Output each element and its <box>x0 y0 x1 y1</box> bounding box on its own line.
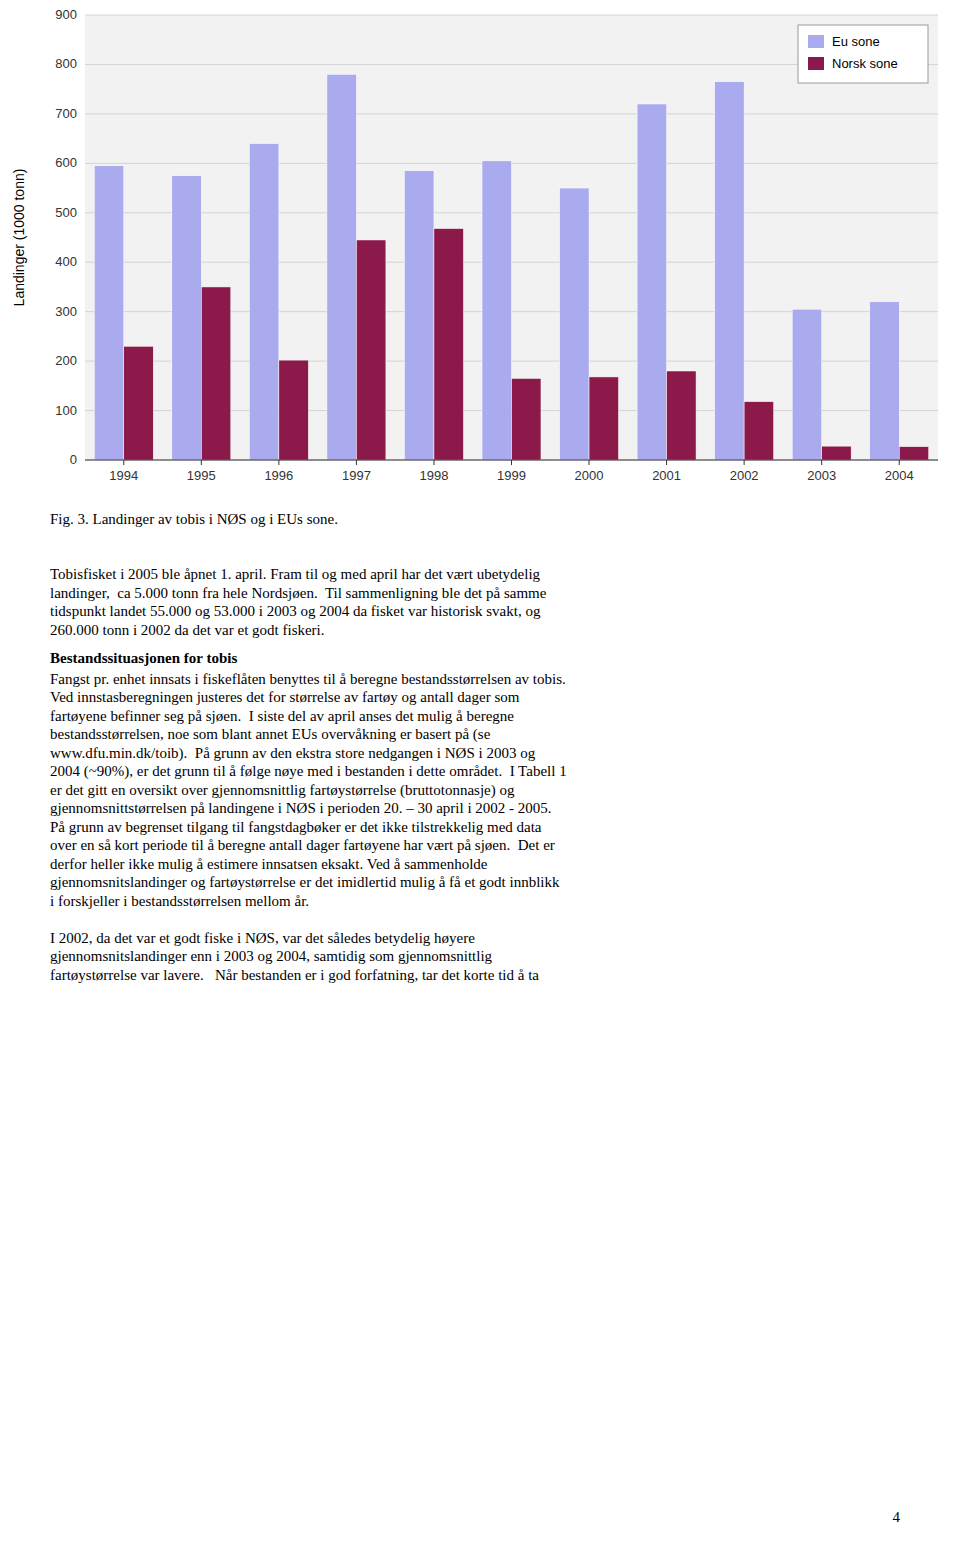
x-tick-label: 1998 <box>419 468 448 483</box>
y-tick-label: 900 <box>55 7 77 22</box>
x-tick <box>666 460 667 465</box>
bar <box>94 166 123 460</box>
bar <box>327 74 356 460</box>
bar <box>249 144 278 460</box>
paragraph-line: i forskjeller i bestandsstørrelsen mello… <box>50 892 309 910</box>
paragraph-line: 2004 (~90%), er det grunn til å følge nø… <box>50 762 567 780</box>
paragraph-line: 260.000 tonn i 2002 da det var et godt f… <box>50 621 325 639</box>
x-tick-label: 1995 <box>187 468 216 483</box>
bar <box>434 229 463 460</box>
y-tick-label: 200 <box>55 353 77 368</box>
y-tick-label: 800 <box>55 56 77 71</box>
x-tick <box>899 460 900 465</box>
paragraph-line: Ved innstasberegningen justeres det for … <box>50 688 519 706</box>
x-tick <box>511 460 512 465</box>
y-tick-label: 600 <box>55 155 77 170</box>
paragraph-line: gjennomsnitslandinger enn i 2003 og 2004… <box>50 947 492 965</box>
bar <box>637 104 666 460</box>
bar <box>356 240 385 460</box>
bar <box>744 402 773 460</box>
x-tick <box>433 460 434 465</box>
chart: 0 100 200 300 400 500 600 700 800 900 1994 1995 1996… <box>0 0 960 500</box>
legend-swatch <box>808 57 824 70</box>
x-tick <box>278 460 279 465</box>
paragraph-line: fartøystørrelse var lavere. Når bestande… <box>50 966 539 984</box>
paragraph-line: Tobisfisket i 2005 ble åpnet 1. april. F… <box>50 565 540 583</box>
bar <box>172 176 201 460</box>
bar <box>792 309 821 460</box>
grid-line <box>85 15 938 16</box>
x-tick-label: 1996 <box>264 468 293 483</box>
x-tick-label: 1997 <box>342 468 371 483</box>
bar <box>899 447 928 460</box>
y-tick-label: 500 <box>55 205 77 220</box>
legend-box <box>798 25 928 83</box>
paragraph-line: er det gitt en oversikt over gjennomsnit… <box>50 781 514 799</box>
x-tick-label: 2003 <box>807 468 836 483</box>
x-tick <box>589 460 590 465</box>
bar <box>589 377 618 460</box>
plot-background <box>85 15 938 460</box>
page-number: 4 <box>893 1508 901 1526</box>
x-tick-label: 2000 <box>575 468 604 483</box>
paragraph-line: landinger, ca 5.000 tonn fra hele Nordsj… <box>50 584 546 602</box>
legend: Eu sone Norsk sone <box>798 25 928 83</box>
paragraph-line: I 2002, da det var et godt fiske i NØS, … <box>50 929 475 947</box>
bar <box>667 371 696 460</box>
paragraph-line: gjennomsnitslandinger og fartøystørrelse… <box>50 873 559 891</box>
bar <box>404 171 433 460</box>
bar <box>512 378 541 460</box>
heading: Bestandssituasjonen for tobis <box>50 649 237 667</box>
paragraph-line: Fangst pr. enhet innsats i fiskeflåten b… <box>50 670 566 688</box>
x-tick <box>201 460 202 465</box>
bar <box>482 161 511 460</box>
paragraph-line: derfor heller ikke mulig å estimere inns… <box>50 855 488 873</box>
bar <box>715 82 744 460</box>
legend-label: Eu sone <box>832 34 880 49</box>
x-tick-label: 2004 <box>885 468 914 483</box>
x-tick-label: 1999 <box>497 468 526 483</box>
x-tick <box>123 460 124 465</box>
paragraph-line: gjennomsnittstørrelsen på landingene i N… <box>50 799 552 817</box>
bar <box>124 346 153 460</box>
paragraph-line: www.dfu.min.dk/toib). På grunn av den ek… <box>50 744 535 762</box>
y-tick-label: 100 <box>55 403 77 418</box>
bar <box>560 188 589 460</box>
x-tick-label: 1994 <box>109 468 138 483</box>
y-tick-label: 400 <box>55 254 77 269</box>
x-tick <box>821 460 822 465</box>
y-tick-label: 300 <box>55 304 77 319</box>
bars <box>94 74 928 460</box>
figure-caption: Fig. 3. Landinger av tobis i NØS og i EU… <box>50 510 338 528</box>
y-tick-label: 0 <box>70 452 77 467</box>
paragraph-line: over en så kort periode til å beregne an… <box>50 836 555 854</box>
grid-line <box>85 113 938 114</box>
x-tick-label: 2001 <box>652 468 681 483</box>
paragraph-line: tidspunkt landet 55.000 og 53.000 i 2003… <box>50 602 540 620</box>
bar <box>201 287 230 460</box>
x-tick <box>744 460 745 465</box>
bar <box>870 302 899 460</box>
legend-swatch <box>808 35 824 48</box>
paragraph-line: fartøyene befinner seg på sjøen. I siste… <box>50 707 514 725</box>
bar <box>822 446 851 460</box>
paragraph-line: bestandsstørrelsen, noe som blant annet … <box>50 725 490 743</box>
paragraph-line: På grunn av begrenset tilgang til fangst… <box>50 818 542 836</box>
y-axis-label: Landinger (1000 tonn) <box>11 169 27 307</box>
bar <box>279 360 308 460</box>
x-tick-label: 2002 <box>730 468 759 483</box>
x-tick <box>356 460 357 465</box>
y-tick-label: 700 <box>55 106 77 121</box>
legend-label: Norsk sone <box>832 56 898 71</box>
